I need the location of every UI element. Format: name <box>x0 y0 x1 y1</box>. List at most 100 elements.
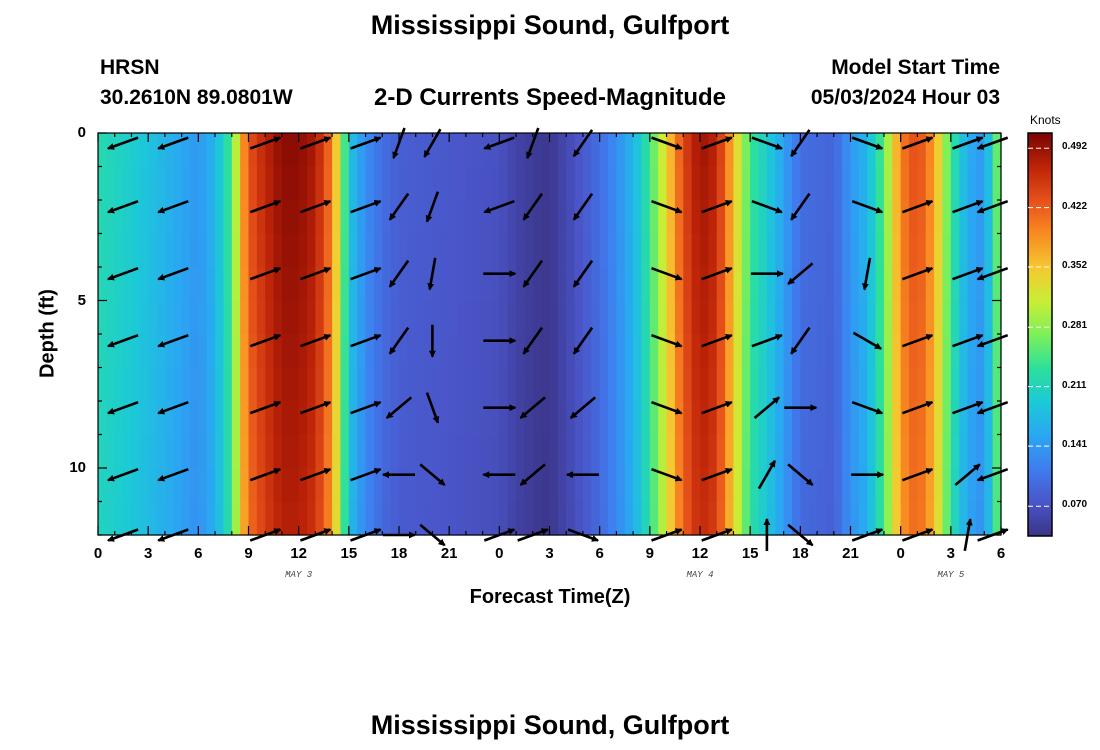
heatmap-cell <box>482 200 492 235</box>
heatmap-cell <box>616 401 626 436</box>
heatmap-cell <box>507 501 517 536</box>
heatmap-cell <box>917 133 927 168</box>
heatmap-cell <box>708 501 718 536</box>
heatmap-cell <box>215 468 225 503</box>
heatmap-cell <box>474 233 484 268</box>
heatmap-cell <box>273 133 283 168</box>
heatmap-cell <box>566 401 576 436</box>
heatmap-cell <box>624 434 634 469</box>
heatmap-cell <box>599 300 609 335</box>
heatmap-cell <box>992 401 1002 436</box>
heatmap-cell <box>432 501 442 536</box>
current-arrow <box>701 333 733 348</box>
heatmap-cell <box>624 233 634 268</box>
heatmap-cell <box>348 434 358 469</box>
heatmap-cell <box>808 367 818 402</box>
heatmap-cell <box>390 166 400 201</box>
heatmap-cell <box>298 367 308 402</box>
heatmap-cell <box>98 367 107 402</box>
heatmap-cell <box>666 434 676 469</box>
heatmap-cell <box>959 267 969 302</box>
heatmap-cell <box>123 468 133 503</box>
heatmap-cell <box>173 166 183 201</box>
heatmap-cell <box>373 300 383 335</box>
heatmap-cell <box>231 200 241 235</box>
heatmap-cell <box>959 334 969 369</box>
heatmap-cell <box>875 233 885 268</box>
heatmap-cell <box>474 300 484 335</box>
heatmap-cell <box>240 200 250 235</box>
heatmap-cell <box>808 401 818 436</box>
heatmap-cell <box>858 401 868 436</box>
heatmap-cell <box>892 501 902 536</box>
heatmap-cell <box>942 468 952 503</box>
x-tick-label: 3 <box>545 545 554 562</box>
heatmap-cell <box>666 501 676 536</box>
heatmap-cell <box>842 401 852 436</box>
heatmap-cell <box>691 300 701 335</box>
current-arrow <box>954 463 981 486</box>
heatmap-cell <box>992 468 1002 503</box>
current-arrow <box>901 199 934 214</box>
heatmap-cell <box>415 133 425 168</box>
heatmap-cell <box>315 468 325 503</box>
heatmap-cell <box>549 334 559 369</box>
heatmap-cell <box>507 166 517 201</box>
heatmap-cell <box>340 501 350 536</box>
heatmap-cell <box>156 434 166 469</box>
heatmap-cell <box>457 434 467 469</box>
heatmap-cell <box>649 267 659 302</box>
heatmap-cell <box>599 334 609 369</box>
current-arrow <box>976 266 1009 281</box>
heatmap-cell <box>649 166 659 201</box>
heatmap-cell <box>373 434 383 469</box>
heatmap-cell <box>967 133 977 168</box>
heatmap-cell <box>490 267 500 302</box>
heatmap-cell <box>909 267 918 302</box>
heatmap-cell <box>674 468 684 503</box>
heatmap-cell <box>608 468 617 503</box>
heatmap-cell <box>215 367 225 402</box>
current-arrow <box>157 400 189 415</box>
heatmap-cell <box>708 133 718 168</box>
heatmap-cell <box>490 300 500 335</box>
heatmap-cell <box>925 200 935 235</box>
current-arrow <box>790 326 811 355</box>
heatmap-cell <box>591 401 601 436</box>
heatmap-cell <box>532 367 542 402</box>
heatmap-cell <box>340 300 350 335</box>
heatmap-cell <box>850 367 860 402</box>
heatmap-cell <box>399 334 408 369</box>
heatmap-cell <box>323 501 333 536</box>
heatmap-cell <box>106 501 116 536</box>
heatmap-cell <box>858 334 868 369</box>
heatmap-cell <box>817 367 827 402</box>
heatmap-cell <box>691 200 701 235</box>
heatmap-cell <box>666 300 676 335</box>
heatmap-cell <box>240 468 250 503</box>
heatmap-cell <box>206 133 216 168</box>
heatmap-cell <box>591 434 601 469</box>
heatmap-cell <box>582 468 592 503</box>
current-arrow <box>350 333 382 348</box>
current-arrow <box>388 259 410 288</box>
heatmap-cell <box>114 133 124 168</box>
heatmap-cell <box>909 300 918 335</box>
heatmap-cell <box>624 468 634 503</box>
current-arrow <box>851 400 884 415</box>
heatmap-cell <box>432 133 442 168</box>
heatmap-cell <box>348 401 358 436</box>
current-arrow <box>157 467 189 482</box>
heatmap-cell <box>691 434 701 469</box>
heatmap-cell <box>725 133 735 168</box>
heatmap-cell <box>139 233 149 268</box>
heatmap-cell <box>123 200 133 235</box>
heatmap-cell <box>206 501 216 536</box>
heatmap-cell <box>549 401 559 436</box>
heatmap-cell <box>298 233 308 268</box>
heatmap-cell <box>708 200 718 235</box>
heatmap-cell <box>499 267 509 302</box>
heatmap-cell <box>273 300 283 335</box>
heatmap-cell <box>641 434 651 469</box>
heatmap-cell <box>240 300 250 335</box>
